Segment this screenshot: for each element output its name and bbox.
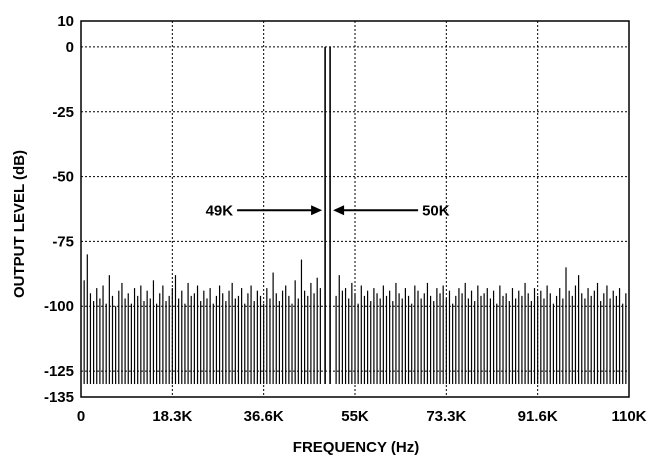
arrowhead-left — [311, 205, 323, 216]
y-tick-label: 0 — [66, 39, 74, 56]
y-tick-label: -100 — [44, 298, 74, 315]
y-tick-label: -25 — [52, 104, 74, 121]
tone-label-left: 49K — [206, 202, 234, 219]
plot-frame — [80, 20, 630, 398]
y-axis-ticks: 10 0 -25 -50 -75 -100 -125 -135 — [44, 13, 74, 406]
y-tick-label: -75 — [52, 233, 74, 250]
y-tick-label: -135 — [44, 389, 74, 406]
x-tick-label: 73.3K — [426, 408, 466, 425]
y-tick-label: -50 — [52, 169, 74, 186]
x-tick-label: 18.3K — [152, 408, 192, 425]
x-axis-title: FREQUENCY (Hz) — [293, 439, 419, 456]
x-tick-label: 0 — [77, 408, 85, 425]
x-axis-ticks: 0 18.3K 36.6K 55K 73.3K 91.6K 110K — [77, 408, 647, 425]
x-tick-label: 55K — [341, 408, 369, 425]
y-axis-title: OUTPUT LEVEL (dB) — [11, 150, 28, 298]
x-tick-label: 110K — [611, 408, 646, 425]
x-tick-label: 36.6K — [244, 408, 284, 425]
tone-label-right: 50K — [422, 202, 450, 219]
tone-annotations: 49K 50K — [206, 202, 450, 219]
y-tick-label: -125 — [44, 363, 74, 380]
arrowhead-right — [333, 205, 345, 216]
spectrum-bars — [83, 46, 627, 385]
x-tick-label: 91.6K — [518, 408, 558, 425]
y-tick-label: 10 — [57, 13, 74, 30]
